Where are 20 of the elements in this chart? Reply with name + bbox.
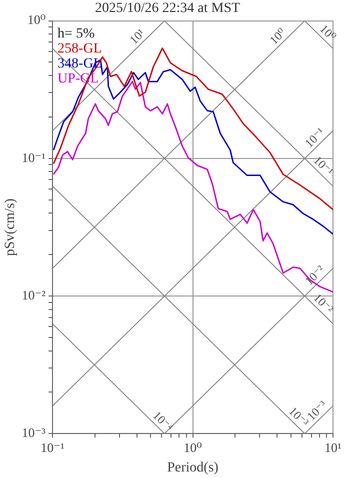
x-tick-label: 10⁻¹ (40, 440, 65, 455)
x-tick-label: 10¹ (324, 440, 342, 455)
annotation: 10⁻² (310, 290, 336, 316)
y-tick-label: 10⁰ (27, 12, 46, 28)
x-tick-label: 10⁰ (184, 440, 202, 455)
chart-title: 2025/10/26 22:34 at MST (94, 1, 240, 16)
annotation: 10⁰ (266, 25, 289, 48)
annotation: 10⁻⁴ (150, 408, 176, 434)
y-tick-label: 10⁻² (22, 287, 46, 302)
annotation: 10⁰ (317, 22, 339, 44)
annotation: 10¹ (126, 26, 148, 48)
annotation: 10⁻¹ (310, 153, 336, 179)
y-tick-label: 10⁻³ (22, 425, 46, 440)
y-axis-title: pSv(cm/s) (3, 198, 18, 256)
annotation: 10⁻¹ (302, 124, 328, 150)
x-axis-title: Period(s) (167, 460, 219, 476)
series-label: 258-GL (58, 41, 102, 56)
annotation: h= 5% (58, 26, 95, 42)
annotation: 10⁻² (302, 262, 328, 288)
y-tick-label: 10⁻¹ (22, 150, 46, 165)
